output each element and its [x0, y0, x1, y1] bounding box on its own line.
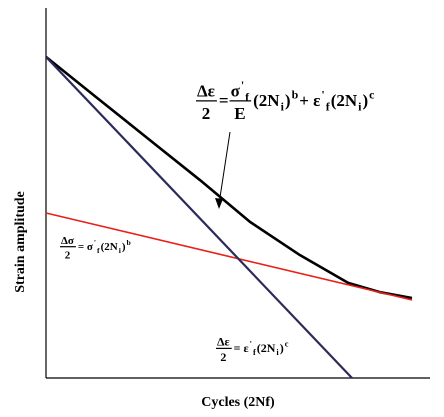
equation-text: (2N [331, 91, 358, 110]
fraction-numerator: σ'f [231, 78, 251, 104]
equation-text: b [127, 238, 131, 247]
equation-text: 2 [65, 249, 71, 261]
equation-text: c [369, 87, 374, 101]
equation-text: i [276, 348, 279, 357]
equation-text: ) [362, 91, 368, 110]
fraction-denominator: 2 [65, 249, 71, 261]
arrow-shaft [218, 131, 231, 205]
equation-text: ) [285, 91, 291, 110]
fraction-numerator: Δσ [61, 235, 74, 247]
equation-text: i [119, 246, 122, 255]
equation-text: c [285, 340, 289, 349]
equation-text: ' [321, 87, 324, 101]
equation-text: (2N [253, 91, 280, 110]
equation-text: 2 [220, 350, 226, 364]
annotation: Δσ 2 = σ'f (2N i) b [60, 235, 131, 261]
equation-text: 2 [202, 104, 211, 123]
fraction-numerator: Δε [197, 82, 215, 101]
annotation: Δε2= σ'fE(2N i) b + ε'f (2N i) c [196, 78, 374, 123]
equation-text: σ [231, 82, 241, 101]
equation-text: f [326, 99, 331, 113]
equation-text: (2N [101, 241, 118, 253]
equation-text: b [292, 87, 299, 101]
equation-text: = [219, 91, 229, 110]
fraction-denominator: 2 [202, 104, 211, 123]
fraction-denominator: 2 [220, 350, 226, 364]
y-axis-label: Strain amplitude [13, 191, 28, 293]
line-series [45, 212, 413, 301]
equation-text: i [281, 99, 285, 113]
fraction-numerator: Δε [217, 334, 230, 348]
equation-text: ' [241, 78, 244, 92]
equation-text: ' [250, 340, 252, 349]
equation-text: + ε [299, 91, 320, 110]
line-series [45, 56, 353, 379]
equation-text: f [97, 246, 100, 255]
equation-text: = ε [234, 341, 249, 355]
equation-text: ) [280, 341, 284, 355]
equation-text: = σ [78, 241, 93, 253]
equation-text: E [234, 104, 245, 123]
annotation: Δε 2 = ε'f (2N i) c [216, 334, 289, 364]
fraction-denominator: E [234, 104, 245, 123]
equation-text: Δε [197, 82, 215, 101]
equation-text: ) [122, 241, 126, 253]
equation-text: i [358, 99, 362, 113]
equation-text: Δσ [61, 235, 74, 247]
equation-text: Δε [217, 334, 230, 348]
equation-text: f [253, 348, 256, 357]
arrow-head [215, 198, 223, 209]
equation-text: (2N [257, 341, 276, 355]
equation-text: ' [94, 238, 96, 247]
equation-text: f [245, 90, 250, 104]
x-axis-label: Cycles (2Nf) [201, 395, 275, 410]
